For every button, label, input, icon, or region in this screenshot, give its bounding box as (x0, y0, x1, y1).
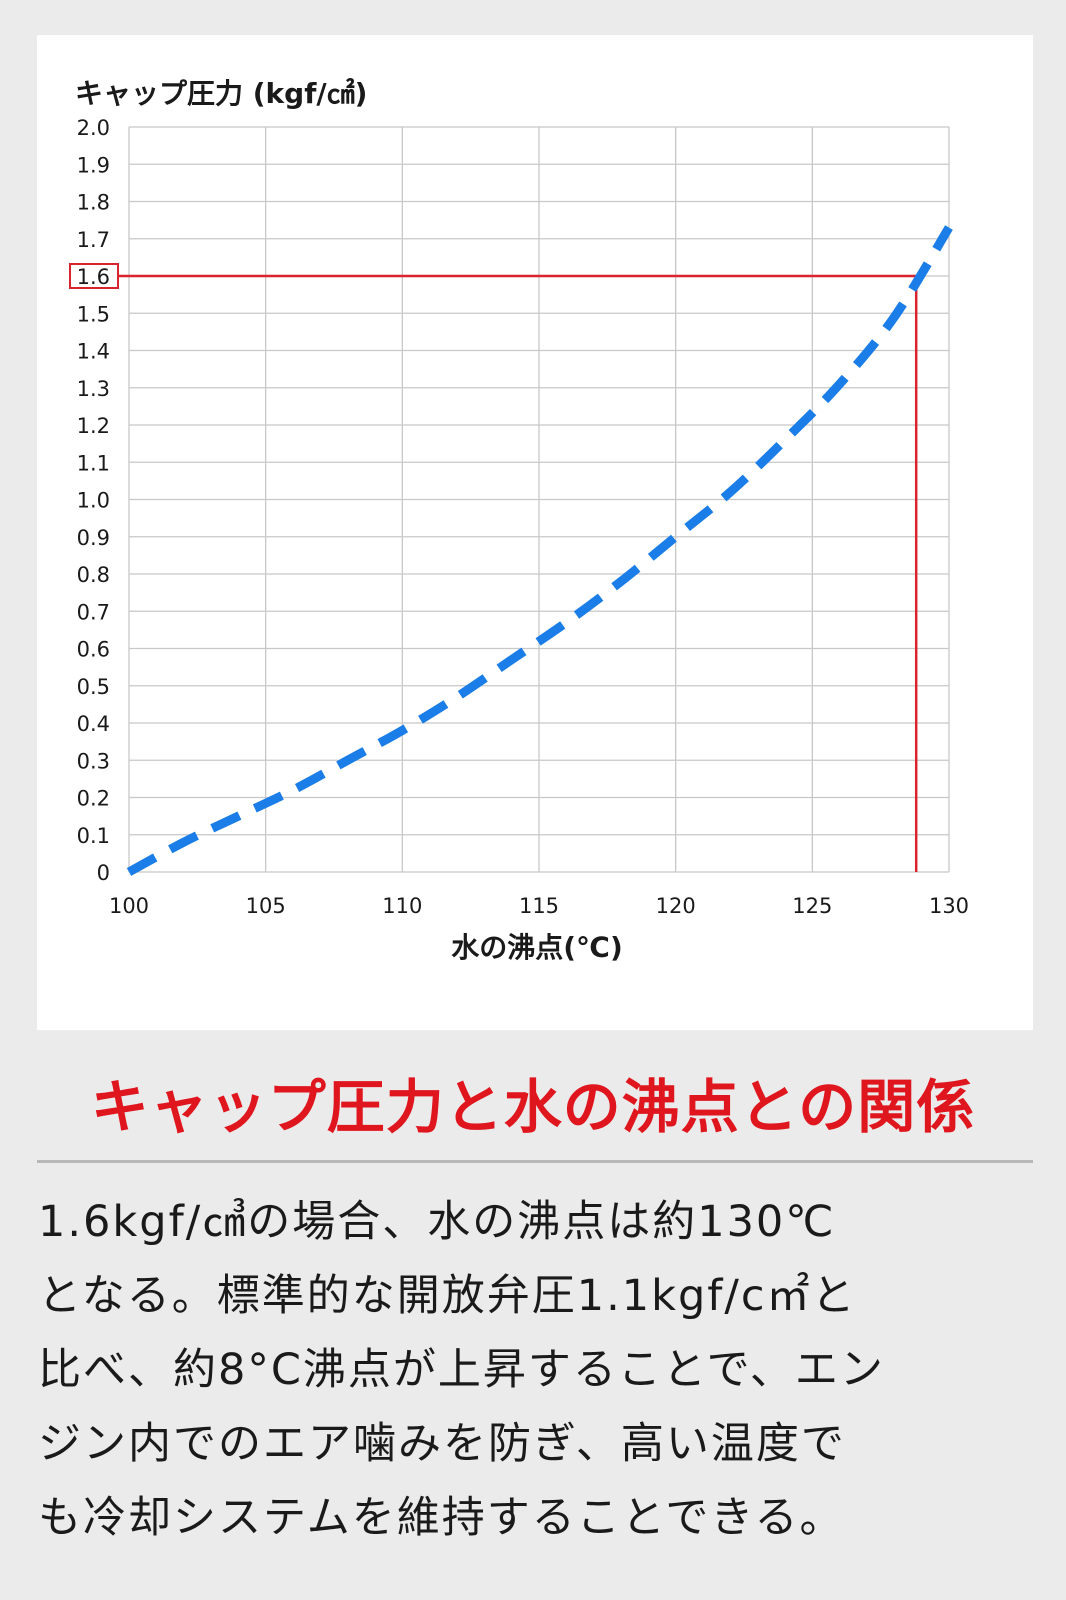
y-tick-label: 0.3 (77, 749, 110, 773)
y-tick-label: 0.9 (77, 526, 110, 550)
y-tick-label: 0.6 (77, 638, 110, 662)
series-line (126, 225, 953, 876)
x-tick-label: 115 (519, 894, 559, 918)
body-line-1: 1.6kgf/㎤の場合、水の沸点は約130℃ (38, 1197, 836, 1247)
boiling-point-chart: 1.6 0 0.1 0.2 0.3 0.4 0.5 0.6 0.7 0.8 0.9 1.0 1.1 1.… (69, 77, 969, 964)
x-tick-label: 120 (656, 894, 696, 918)
chart-card: 1.6 0 0.1 0.2 0.3 0.4 0.5 0.6 0.7 0.8 0.9 1.0 1.1 1.… (37, 35, 1033, 1030)
y-axis-title: キャップ圧力 (kgf/㎠) (75, 77, 367, 110)
caption-title: キャップ圧力と水の沸点との関係 (90, 1073, 976, 1141)
y-tick-label: 0.1 (77, 824, 110, 848)
y-tick-label: 1.5 (77, 302, 110, 326)
y-tick-label: 1.8 (77, 191, 110, 215)
y-tick-label: 0.8 (77, 563, 110, 587)
body-line-5: も冷却システムを維持することできる。 (38, 1493, 845, 1543)
y-tick-label: 1.3 (77, 377, 110, 401)
body-text: 1.6kgf/㎤の場合、水の沸点は約130℃ となる。標準的な開放弁圧1.1kg… (38, 1185, 1033, 1555)
x-tick-label: 125 (792, 894, 832, 918)
y-tick-label: 1.1 (77, 451, 110, 475)
y-tick-label: 0.2 (77, 787, 110, 811)
y-tick-label: 1.0 (77, 489, 110, 513)
x-tick-label: 130 (929, 894, 969, 918)
y-tick-label: 1.6 (77, 265, 110, 289)
x-tick-label: 100 (109, 894, 149, 918)
body-line-4: ジン内でのエア噛みを防ぎ、高い温度で (38, 1419, 846, 1469)
y-tick-label: 0 (97, 861, 110, 885)
y-tick-label: 0.7 (77, 600, 110, 624)
y-tick-label: 0.4 (77, 712, 110, 736)
x-tick-label: 105 (246, 894, 286, 918)
x-tick-label: 110 (382, 894, 422, 918)
body-line-2: となる。標準的な開放弁圧1.1kgf/c㎡と (38, 1271, 857, 1321)
y-tick-label: 1.7 (77, 228, 110, 252)
body-line-3: 比べ、約8°C沸点が上昇することで、エン (38, 1345, 885, 1395)
x-axis-title: 水の沸点(℃) (451, 931, 623, 964)
divider (37, 1160, 1033, 1163)
highlight-label-box (69, 263, 119, 289)
y-tick-label: 0.5 (77, 675, 110, 699)
y-tick-label: 1.2 (77, 414, 110, 438)
highlight-label: 1.6 (77, 265, 110, 289)
y-tick-label: 1.9 (77, 153, 110, 177)
y-tick-label: 2.0 (77, 116, 110, 140)
y-tick-label: 1.4 (77, 340, 110, 364)
